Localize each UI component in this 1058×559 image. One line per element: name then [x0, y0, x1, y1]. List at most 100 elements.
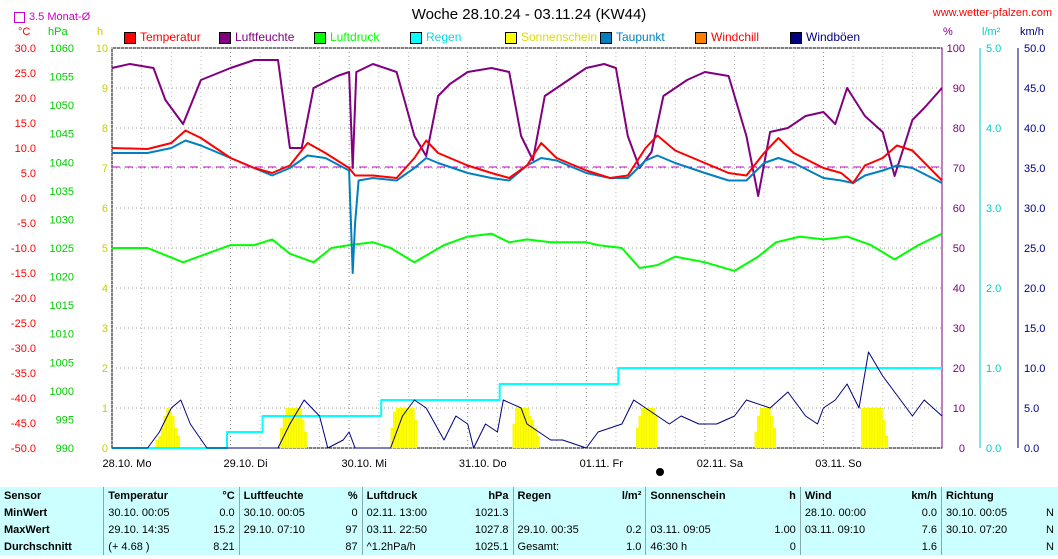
y-tick-pct: 20: [953, 363, 965, 375]
y-tick-hpa: 1040: [50, 157, 74, 169]
y-tick-sun: 6: [102, 203, 108, 215]
series-line-windböen: [112, 351, 943, 449]
legend-label: Luftfeuchte: [235, 30, 295, 44]
y-tick-hpa: 1020: [50, 272, 74, 284]
y-tick-pct: 30: [953, 323, 965, 335]
y-tick-hpa: 1010: [50, 329, 74, 341]
legend-item[interactable]: Temperatur: [124, 30, 201, 44]
legend-item[interactable]: Taupunkt: [600, 30, 665, 44]
monthly-average-text: 3.5 Monat-Ø: [29, 11, 91, 23]
stats-cell: 1021.3: [474, 506, 509, 519]
unit-lm2: l/m²: [982, 26, 1001, 38]
y-tick-sun: 5: [102, 243, 108, 255]
stats-cell: [760, 504, 801, 521]
sunshine-bar: [536, 435, 540, 449]
stats-cell: N: [1046, 506, 1054, 519]
legend-item[interactable]: Sonnenschein: [505, 30, 597, 44]
y-tick-pct: 50: [953, 243, 965, 255]
unit-temp: °C: [18, 26, 31, 38]
legend-swatch: [314, 31, 326, 44]
sunshine-bar: [177, 435, 180, 449]
stats-table: Sensor Temperatur °C Luftfeuchte% Luftdruck h…: [0, 487, 1058, 555]
y-tick-pct: 40: [953, 283, 965, 295]
stats-cell: N: [1046, 540, 1054, 553]
unit-kmh: km/h: [1020, 26, 1044, 38]
sunshine-bar: [520, 407, 524, 449]
sunshine-bar: [879, 407, 883, 449]
sunshine-bar: [531, 419, 535, 449]
legend-label: Windböen: [806, 30, 861, 44]
legend-item[interactable]: Luftfeuchte: [219, 30, 294, 44]
stats-cell: 30.10. 00:05: [103, 504, 199, 521]
y-tick-wind: 40.0: [1024, 123, 1045, 135]
series-line-regen: [112, 367, 942, 449]
legend-item[interactable]: Windböen: [790, 30, 860, 44]
y-tick-pct: 0: [959, 443, 965, 455]
y-tick-sun: 3: [102, 323, 108, 335]
stats-cell: [608, 504, 646, 521]
sunshine-bar: [757, 415, 760, 449]
sunshine-bar: [770, 415, 774, 449]
y-tick-sun: 7: [102, 163, 108, 175]
sunshine-bar: [411, 407, 415, 449]
y-tick-hpa: 1015: [50, 300, 74, 312]
stats-cell: 1.0: [626, 540, 642, 553]
y-tick-temp: 25.0: [15, 68, 36, 80]
legend-swatch: [600, 31, 612, 44]
y-tick-rain: 3.0: [986, 203, 1001, 215]
sunshine-bar: [641, 407, 645, 449]
y-tick-sun: 4: [102, 283, 108, 295]
stats-cell: 8.21: [213, 540, 235, 553]
legend-swatch: [790, 31, 802, 44]
sunshine-bar: [649, 407, 653, 449]
sunshine-bar: [393, 411, 396, 449]
legend-item[interactable]: Windchill: [695, 30, 759, 44]
stats-cell: Luftdruck: [361, 487, 456, 504]
stats-cell: 1.00: [774, 523, 796, 536]
sunshine-bar: [515, 407, 519, 449]
stats-cell: ^1.2hPa/h: [361, 538, 456, 555]
stats-cell: MaxWert: [4, 523, 50, 536]
series-line-taupunkt: [112, 139, 943, 274]
stats-header-row: Sensor Temperatur °C Luftfeuchte% Luftdruck h…: [0, 487, 1058, 504]
sunshine-bar: [874, 407, 878, 449]
stats-cell: 15.2: [213, 523, 235, 536]
y-tick-temp: -5.0: [17, 218, 36, 230]
sunshine-bar: [414, 419, 418, 449]
stats-cell: 03.11. 09:05: [645, 521, 760, 538]
y-tick-hpa: 1035: [50, 186, 74, 198]
sunshine-bar: [762, 407, 766, 449]
stats-cell: 03.11. 09:10: [799, 521, 896, 538]
sunshine-bar: [296, 407, 300, 449]
monthly-average-swatch: [14, 11, 25, 23]
moon-phase-icon: [656, 468, 664, 476]
stats-row: MaxWert 29.10. 14:35 15.2 29.10. 07:10 97 03.…: [0, 521, 1058, 538]
stats-cell: 7.6: [921, 523, 937, 536]
y-tick-rain: 2.0: [986, 283, 1001, 295]
stats-cell: Richtung: [941, 487, 1037, 504]
legend-item[interactable]: Regen: [410, 30, 461, 44]
sunshine-bar: [288, 407, 292, 449]
y-tick-rain: 5.0: [986, 43, 1001, 55]
stats-cell: 1027.8: [474, 523, 509, 536]
legend: Temperatur Luftfeuchte Luftdruck Regen S…: [0, 30, 1058, 46]
y-tick-temp: -30.0: [11, 343, 36, 355]
stats-cell: hPa: [488, 489, 509, 502]
sunshine-bar: [174, 427, 178, 449]
website-link[interactable]: www.wetter-pfalzen.com: [932, 7, 1052, 19]
stats-cell: [1036, 487, 1058, 504]
y-tick-sun: 0: [102, 443, 108, 455]
sunshine-bar: [406, 407, 410, 449]
stats-cell: 29.10. 00:35: [512, 521, 608, 538]
y-tick-wind: 10.0: [1024, 363, 1045, 375]
legend-item[interactable]: Luftdruck: [314, 30, 379, 44]
x-tick-label: 30.10. Mi: [342, 458, 387, 470]
stats-cell: 30.10. 07:20: [941, 521, 1037, 538]
legend-swatch: [695, 31, 707, 44]
y-tick-wind: 35.0: [1024, 163, 1045, 175]
y-tick-rain: 0.0: [986, 443, 1001, 455]
unit-pct: %: [943, 26, 953, 38]
stats-cell: h: [789, 489, 796, 502]
sunshine-bar: [767, 407, 771, 449]
stats-cell: %: [347, 489, 358, 502]
